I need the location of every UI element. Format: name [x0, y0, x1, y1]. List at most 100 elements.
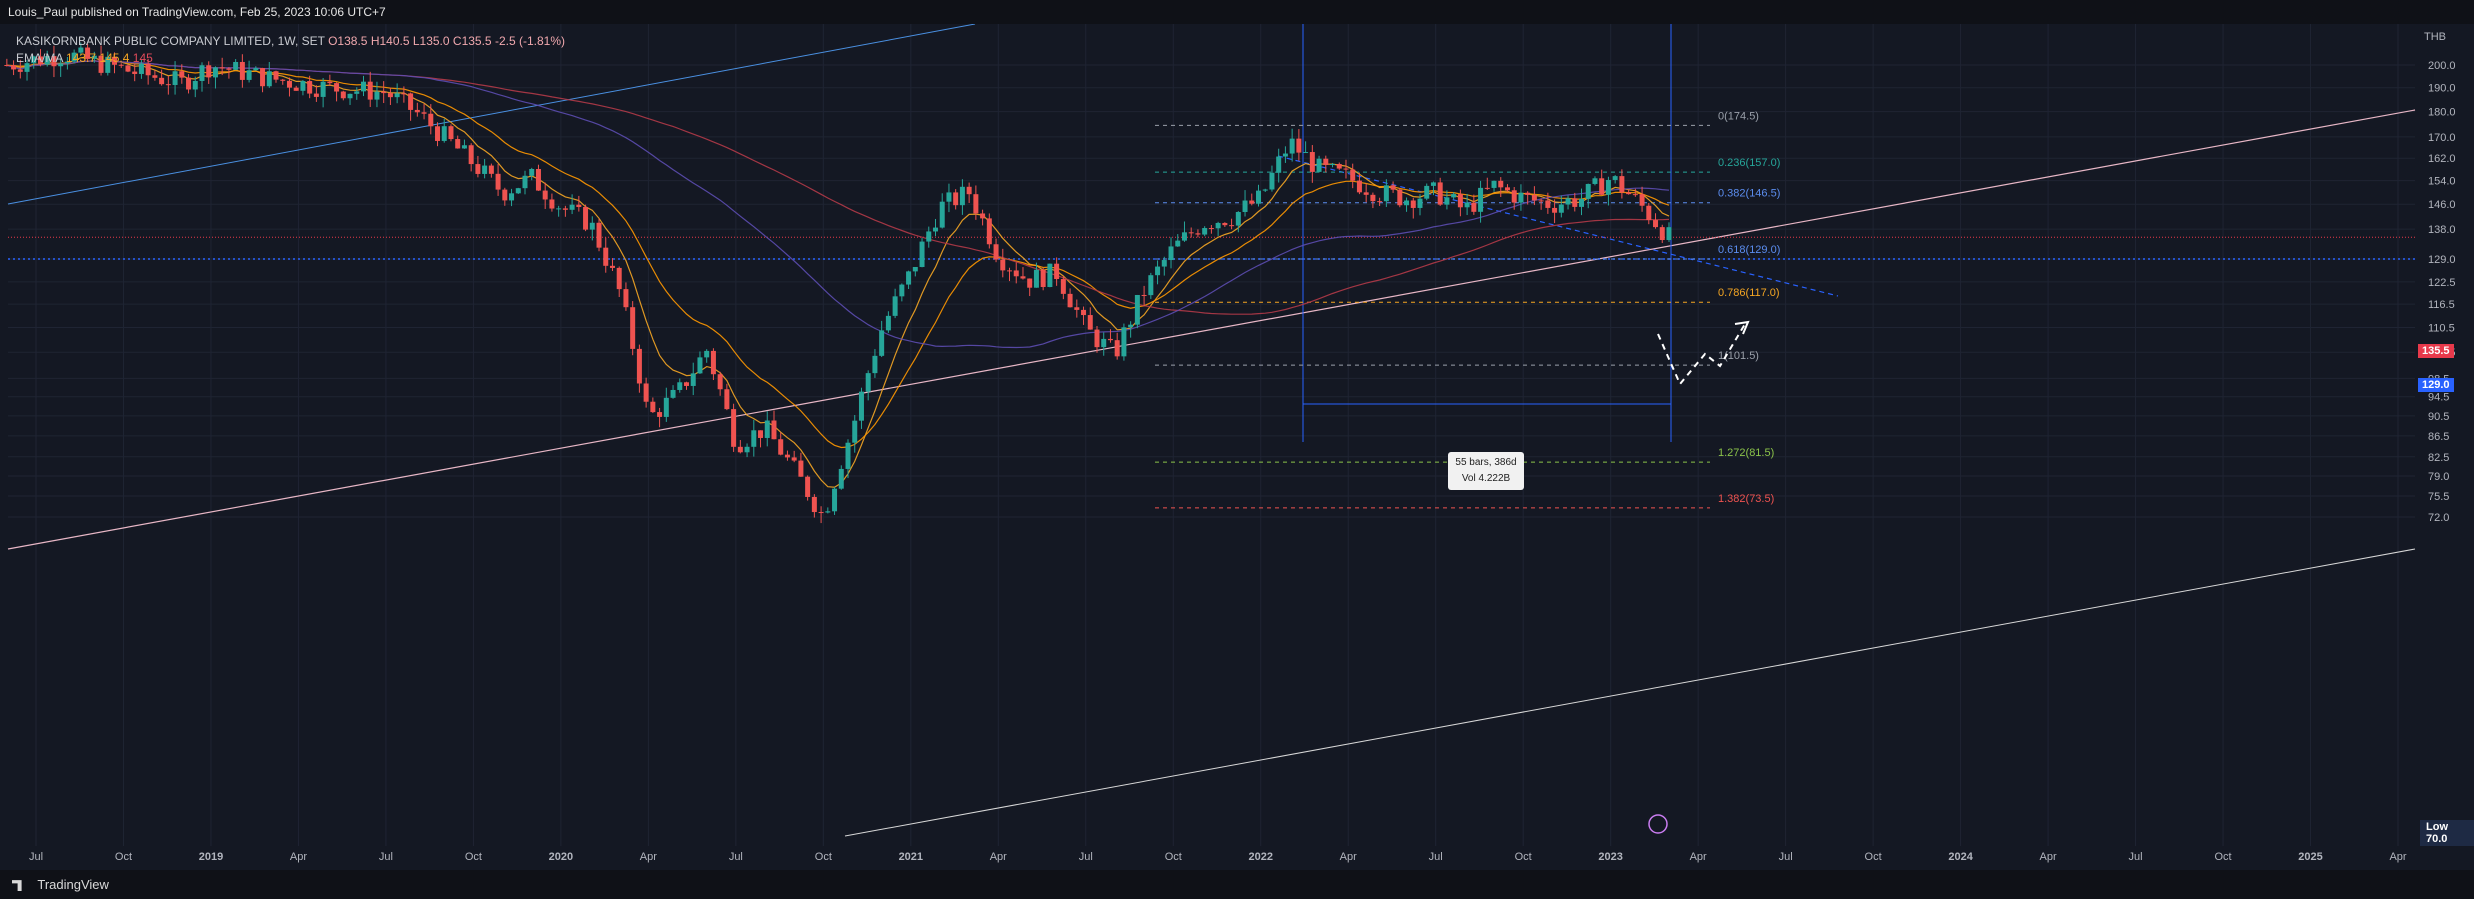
candle-body [1242, 200, 1248, 213]
candle-body [1336, 164, 1342, 169]
candle-body [865, 373, 871, 392]
time-tick-label: Apr [990, 851, 1007, 863]
low-price-tag: Low 70.0 [2420, 820, 2474, 846]
time-tick-label: 2022 [1248, 851, 1272, 863]
price-tick-label: 110.5 [2428, 322, 2455, 334]
price-tick-label: 90.5 [2428, 411, 2449, 423]
fib-level-label: 0.382(146.5) [1718, 188, 1780, 200]
candle-body [1471, 202, 1477, 212]
candle-body [475, 164, 481, 174]
candle-body [488, 165, 494, 174]
candle-body [1356, 180, 1362, 193]
candle-body [731, 409, 737, 447]
candle-body [1161, 260, 1167, 267]
candle-body [650, 401, 656, 413]
candle-body [556, 208, 562, 210]
candle-body [906, 271, 912, 285]
candle-body [1013, 270, 1019, 277]
candle-body [838, 468, 844, 489]
candle-body [1289, 138, 1295, 154]
candle-body [78, 47, 84, 53]
candle-body [408, 93, 414, 110]
candle-body [24, 63, 30, 72]
candle-body [1303, 152, 1309, 154]
time-tick-label: Apr [2040, 851, 2057, 863]
candle-body [495, 173, 501, 190]
time-tick-label: Oct [2214, 851, 2231, 863]
candle-body [1390, 185, 1396, 190]
candle-body [179, 71, 185, 78]
candle-body [1525, 192, 1531, 195]
candle-body [697, 357, 703, 374]
indicator-label[interactable]: EMA/MA [16, 51, 63, 65]
time-tick-label: Jul [29, 851, 43, 863]
candle-body [1451, 194, 1457, 198]
publish-header: Louis_Paul published on TradingView.com,… [0, 0, 2474, 24]
candle-body [1444, 197, 1450, 205]
candle-body [892, 296, 898, 316]
candle-body [1107, 338, 1113, 341]
candle-body [966, 186, 972, 195]
candle-body [724, 389, 730, 410]
candle-body [1262, 189, 1268, 191]
price-chart[interactable]: 0(174.5) 0.236(157.0) 0.382(146.5) 0.618(12… [0, 24, 2474, 870]
candle-body [226, 68, 232, 70]
fibonacci-levels: 0(174.5) 0.236(157.0) 0.382(146.5) 0.618(12… [1155, 110, 1780, 509]
candle-body [1552, 207, 1558, 213]
candle-body [1498, 180, 1504, 188]
candle-body [233, 61, 239, 70]
time-tick-label: Jul [729, 851, 743, 863]
candle-body [132, 71, 138, 74]
candle-body [421, 112, 427, 114]
candle-body [1020, 276, 1026, 279]
price-tick-label: 138.0 [2428, 224, 2456, 236]
candle-body [778, 439, 784, 455]
ohlc-high: H140.5 [370, 34, 410, 48]
candle-body [186, 77, 192, 90]
candle-body [1424, 185, 1430, 199]
time-tick-label: Oct [1515, 851, 1532, 863]
candle-body [609, 265, 615, 268]
candle-body [401, 93, 407, 95]
candle-body [1343, 168, 1349, 170]
candle-body [993, 244, 999, 260]
candle-body [381, 91, 387, 94]
moving-averages [6, 56, 1670, 488]
candle-body [1518, 192, 1524, 203]
candle-body [1208, 228, 1214, 230]
candle-body [818, 512, 824, 514]
footer-brand[interactable]: TradingView [37, 877, 109, 892]
fib-level-label: 0(174.5) [1718, 110, 1759, 122]
candle-body [260, 68, 266, 87]
candle-body [717, 374, 723, 390]
candle-body [939, 201, 945, 228]
candle-body [1464, 202, 1470, 208]
candle-body [1626, 192, 1632, 195]
candle-body [1572, 198, 1578, 207]
candle-body [932, 227, 938, 232]
candle-body [630, 307, 636, 349]
candle-body [1094, 329, 1100, 348]
candle-body [771, 420, 777, 440]
footer-bar: TradingView [0, 870, 2474, 899]
candle-body [515, 188, 521, 194]
price-tick-label: 82.5 [2428, 452, 2449, 464]
candle-body [165, 84, 171, 86]
candle-body [744, 446, 750, 453]
candle-body [85, 47, 91, 59]
candle-body [596, 222, 602, 248]
candle-body [1653, 220, 1659, 228]
measure-volume: Vol 4.222B [1461, 473, 1511, 484]
time-tick-label: 2025 [2298, 851, 2322, 863]
candle-body [320, 81, 326, 97]
candle-body [1316, 158, 1322, 172]
candle-body [832, 488, 838, 512]
candle-body [1558, 204, 1564, 213]
candle-body [1074, 307, 1080, 310]
candle-body [946, 192, 952, 202]
candle-body [455, 139, 461, 149]
candle-body [1255, 190, 1261, 204]
channel-line-blue [7, 24, 976, 205]
candle-body [879, 330, 885, 356]
moving-average-line [6, 56, 1670, 488]
